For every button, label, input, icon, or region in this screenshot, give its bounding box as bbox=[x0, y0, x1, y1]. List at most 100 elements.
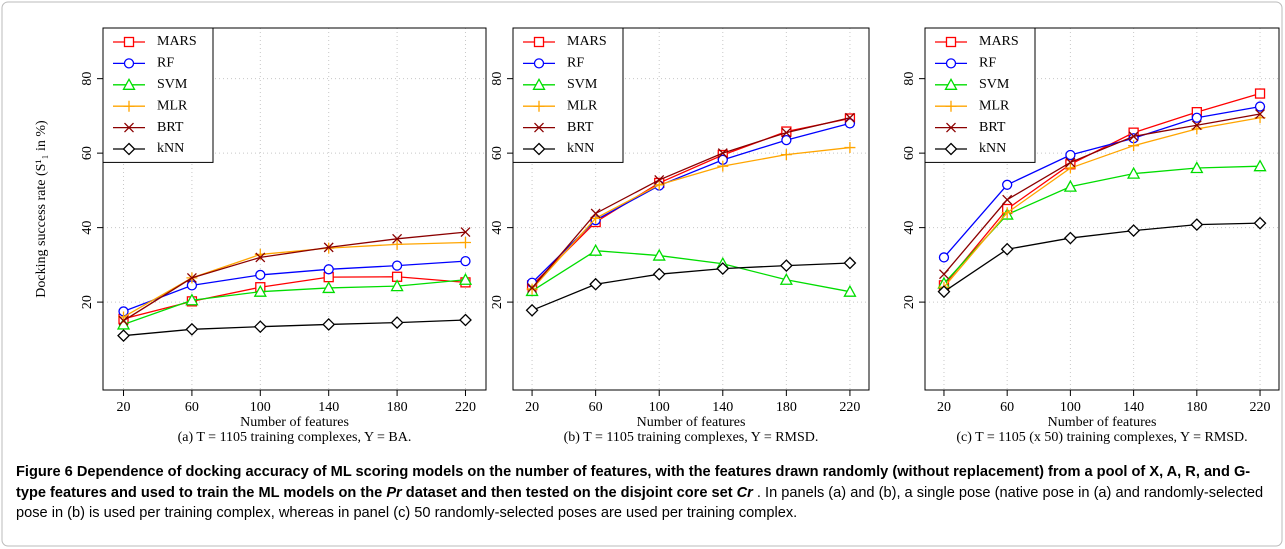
legend-label: kNN bbox=[567, 141, 594, 156]
marker bbox=[780, 149, 792, 161]
y-tick-label: 80 bbox=[490, 72, 505, 86]
x-tick-label: 220 bbox=[839, 400, 860, 415]
legend-marker bbox=[532, 77, 546, 90]
marker bbox=[1064, 162, 1076, 174]
marker bbox=[1000, 242, 1014, 256]
marker bbox=[1254, 88, 1266, 99]
legend-marker bbox=[944, 77, 958, 90]
marker bbox=[938, 252, 950, 263]
x-tick-label: 100 bbox=[250, 400, 271, 415]
series-line bbox=[123, 260, 466, 313]
marker bbox=[117, 329, 130, 343]
x-tick-label: 60 bbox=[1000, 400, 1014, 415]
caption-text: . In panels (a) and (b), a single pose (… bbox=[16, 484, 1264, 522]
marker bbox=[1191, 120, 1202, 131]
y-tick-label: 60 bbox=[490, 146, 505, 160]
marker bbox=[255, 252, 266, 263]
legend-marker bbox=[122, 77, 136, 90]
legend-marker bbox=[945, 100, 957, 112]
marker bbox=[1190, 218, 1204, 232]
marker bbox=[392, 233, 403, 244]
marker bbox=[1254, 101, 1266, 112]
marker bbox=[322, 281, 336, 294]
marker bbox=[589, 277, 603, 291]
plot-box bbox=[924, 27, 1280, 391]
caption-text: Pr bbox=[386, 484, 402, 501]
legend-marker bbox=[533, 58, 545, 69]
marker bbox=[390, 279, 404, 292]
series-line bbox=[943, 92, 1261, 286]
marker bbox=[118, 315, 129, 326]
series-line bbox=[531, 146, 851, 290]
marker bbox=[1253, 159, 1267, 172]
legend-label: MLR bbox=[157, 98, 188, 113]
marker bbox=[1063, 179, 1077, 192]
legend-marker bbox=[945, 58, 957, 69]
series-line bbox=[123, 231, 466, 322]
marker bbox=[185, 322, 199, 336]
marker bbox=[323, 264, 334, 275]
marker bbox=[391, 238, 403, 250]
marker bbox=[844, 112, 855, 123]
legend-box bbox=[924, 27, 1036, 163]
marker bbox=[1128, 131, 1139, 142]
y-tick-label: 20 bbox=[902, 295, 917, 309]
plot-box bbox=[512, 27, 870, 391]
marker bbox=[1190, 161, 1204, 174]
marker bbox=[779, 272, 793, 285]
marker bbox=[652, 267, 666, 281]
marker bbox=[1002, 194, 1013, 205]
marker bbox=[459, 313, 472, 327]
series-line bbox=[123, 319, 466, 337]
marker bbox=[1065, 149, 1076, 161]
marker bbox=[1063, 231, 1077, 245]
series-line bbox=[531, 117, 851, 286]
marker bbox=[527, 282, 538, 293]
x-tick-label: 140 bbox=[318, 400, 339, 415]
marker bbox=[843, 256, 857, 270]
x-tick-label: 60 bbox=[589, 400, 603, 415]
legend-marker bbox=[945, 36, 957, 48]
series-line bbox=[531, 262, 850, 311]
x-tick-label: 20 bbox=[525, 400, 539, 415]
marker bbox=[717, 148, 728, 159]
marker bbox=[460, 227, 471, 238]
series-line bbox=[943, 117, 1261, 288]
legend-marker bbox=[123, 36, 135, 48]
legend-label: MARS bbox=[567, 34, 607, 49]
series-line bbox=[123, 279, 466, 326]
marker bbox=[391, 260, 403, 271]
legend-label: RF bbox=[979, 56, 996, 71]
marker bbox=[1127, 166, 1141, 179]
y-tick-label: 40 bbox=[490, 221, 505, 235]
marker bbox=[459, 237, 471, 249]
marker bbox=[1255, 109, 1265, 119]
x-tick-label: 100 bbox=[649, 400, 670, 415]
marker bbox=[589, 243, 603, 256]
marker bbox=[322, 318, 336, 331]
legend-marker bbox=[533, 36, 545, 48]
marker bbox=[460, 255, 471, 267]
marker bbox=[1065, 157, 1076, 168]
marker bbox=[390, 316, 404, 330]
legend-label: SVM bbox=[567, 77, 598, 92]
legend-label: RF bbox=[567, 56, 584, 71]
marker bbox=[1253, 216, 1267, 230]
series-line bbox=[531, 250, 851, 293]
caption-text: Figure 6 Dependence of docking accuracy … bbox=[16, 464, 1251, 501]
x-axis-label: Number of features bbox=[240, 415, 349, 430]
x-tick-label: 20 bbox=[937, 400, 951, 415]
marker bbox=[652, 248, 666, 261]
marker bbox=[185, 293, 199, 306]
marker bbox=[937, 285, 951, 299]
plot-box bbox=[102, 27, 487, 391]
x-tick-label: 60 bbox=[185, 400, 199, 415]
subtitle: (c) T = 1105 (x 50) training complexes, … bbox=[956, 430, 1247, 445]
legend-marker bbox=[534, 122, 544, 133]
series-line bbox=[531, 117, 851, 289]
marker bbox=[939, 269, 949, 280]
marker bbox=[1001, 207, 1013, 219]
